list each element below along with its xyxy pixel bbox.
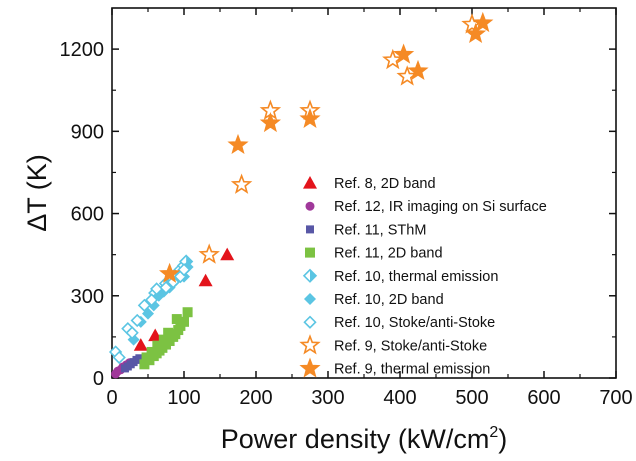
data-point [220,247,235,261]
legend-label: Ref. 11, SThM [334,222,426,238]
data-point [299,107,321,129]
data-point [158,334,169,345]
legend-marker [299,357,321,378]
series-6 [108,263,191,365]
data-point [135,354,144,363]
y-tick-label: 0 [93,368,104,390]
data-point [407,59,429,81]
legend: Ref. 8, 2D band Ref. 12, IR imaging on Si… [299,176,547,378]
data-point [472,11,494,33]
x-tick-label: 100 [167,387,200,409]
legend-label: Ref. 10, thermal emission [334,269,498,285]
legend-label: Ref. 8, 2D band [334,176,436,192]
data-point [125,326,139,340]
data-point [177,263,191,277]
x-axis-label-main: Power density (kW/cm [221,424,490,454]
data-point [182,307,193,318]
series-8 [159,11,494,283]
data-point [163,327,174,338]
x-tick-label: 400 [383,387,416,409]
data-point [133,338,148,351]
x-tick-label: 300 [311,387,344,409]
data-point [198,243,220,264]
data-point [148,328,163,342]
y-tick-label: 1200 [60,39,105,61]
data-point [159,262,181,283]
legend-label: Ref. 12, IR imaging on Si surface [334,199,547,215]
legend-label: Ref. 9, Stoke/anti-Stoke [334,338,487,354]
data-point [152,340,163,351]
data-point [112,350,126,365]
data-point [465,22,487,44]
legend-marker [304,293,316,305]
series-0 [133,247,235,351]
legend-marker [306,225,314,234]
legend-marker [305,201,315,211]
y-tick-label: 900 [71,121,104,143]
y-tick-label: 300 [71,286,104,308]
series-3 [139,307,193,370]
data-point [159,280,173,295]
legend-marker [303,315,317,329]
data-point [227,133,249,155]
legend-label: Ref. 9, thermal emission [334,362,490,378]
data-point [259,111,281,133]
y-tick-label: 600 [71,204,104,226]
x-tick-label: 0 [106,387,117,409]
data-point [166,275,180,289]
data-point [130,313,144,328]
data-point [146,346,157,357]
data-point [393,43,415,64]
legend-marker-fill [310,269,316,282]
legend-label: Ref. 10, Stoke/anti-Stoke [334,315,495,331]
data-point [144,293,159,307]
x-axis-label-superscript: 2 [489,424,498,441]
data-point [137,298,152,313]
data-point [179,316,189,327]
x-tick-label: 500 [455,387,488,409]
legend-marker [305,247,315,258]
x-axis-label: Power density (kW/cm2) [221,424,507,454]
axis-ticks: 0 100 200 300 400 500 600 700 0 300 600 900 1200 [60,8,633,409]
x-tick-label: 600 [527,387,560,409]
data-point [139,359,150,370]
data-point [230,173,253,194]
data-points [108,11,494,379]
x-axis-label-suffix: ) [498,424,507,454]
legend-label: Ref. 11, 2D band [334,246,443,262]
x-tick-label: 700 [599,387,632,409]
legend-marker [303,176,317,189]
legend-marker [299,334,321,355]
legend-label: Ref. 10, 2D band [334,292,444,308]
x-tick-label: 200 [239,387,272,409]
data-point [171,314,182,325]
data-point [198,273,213,287]
data-point [141,352,152,363]
y-axis-label: ΔT (K) [22,154,52,232]
series-2 [120,354,144,373]
